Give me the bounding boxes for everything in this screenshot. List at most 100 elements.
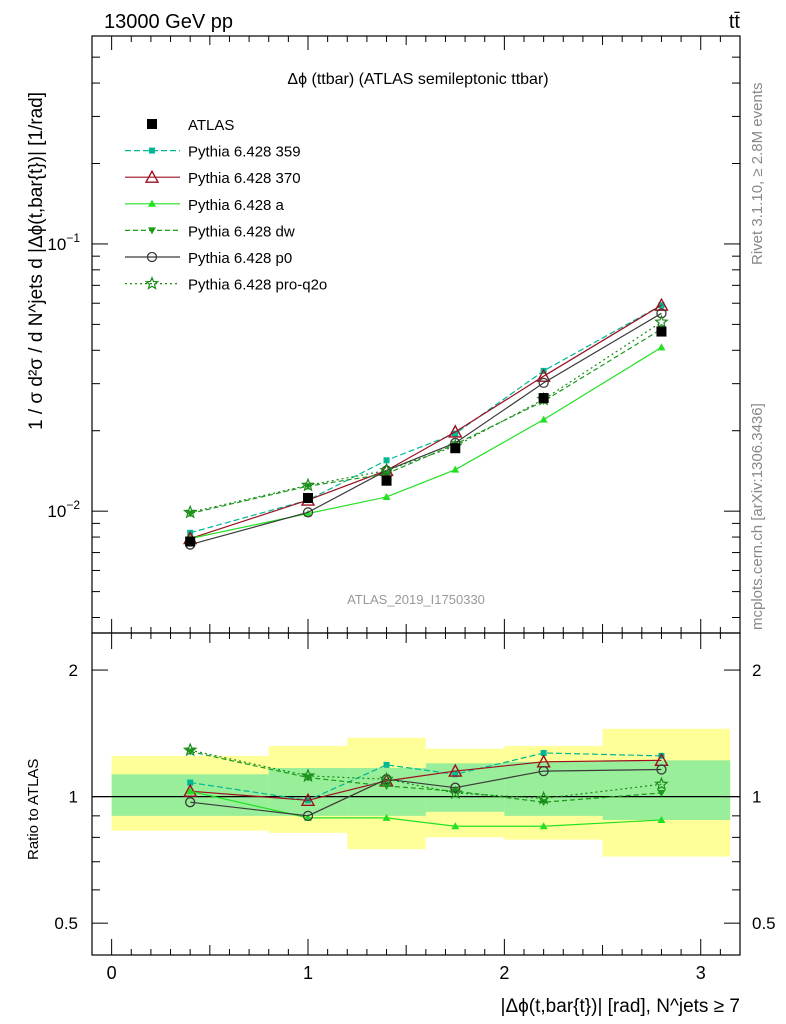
legend-item-pythia-6-428-359: Pythia 6.428 359 bbox=[125, 144, 301, 161]
ratio-point bbox=[300, 768, 316, 783]
series-pythia-6-428-370 bbox=[183, 297, 669, 545]
ratio-point bbox=[448, 785, 463, 800]
legend-label: ATLAS bbox=[188, 117, 234, 134]
legend-label: Pythia 6.428 359 bbox=[188, 144, 301, 161]
ratio-series-pythia-6-428-p0 bbox=[185, 764, 667, 821]
ratio-line bbox=[190, 768, 662, 817]
ratio-data-layer bbox=[182, 742, 669, 830]
ratio-point bbox=[657, 789, 666, 797]
ratio-y-tick-label-right: 2 bbox=[752, 661, 761, 680]
series-line-pythia-6-428-p0 bbox=[190, 312, 662, 546]
ratio-axes: 0.5 0.5 1 1 2 2 0 1 2 3 bbox=[54, 633, 776, 983]
ratio-point bbox=[186, 787, 195, 795]
legend-item-atlas: ATLAS bbox=[147, 117, 234, 134]
ratio-point bbox=[538, 765, 549, 777]
legend-label: Pythia 6.428 dw bbox=[188, 223, 295, 240]
ratio-point bbox=[654, 776, 669, 791]
ratio-y-tick-label-left: 0.5 bbox=[54, 914, 78, 933]
ratio-point bbox=[304, 813, 312, 821]
ratio-y-axis-label: Ratio to ATLAS bbox=[25, 759, 42, 860]
data-point bbox=[379, 462, 394, 477]
data-point bbox=[304, 509, 312, 517]
data-point bbox=[182, 504, 198, 519]
data-point bbox=[538, 377, 549, 389]
series-pythia-6-428-359 bbox=[187, 302, 665, 536]
main-y-tick-label: 10−1 bbox=[47, 231, 80, 254]
ratio-point bbox=[302, 810, 314, 821]
series-atlas bbox=[185, 326, 667, 547]
data-point bbox=[303, 493, 313, 504]
legend-item-pythia-6-428-370: Pythia 6.428 370 bbox=[125, 169, 301, 187]
series-line-pythia-6-428-359 bbox=[190, 304, 662, 534]
ratio-frame bbox=[91, 632, 741, 956]
data-point bbox=[536, 368, 551, 382]
ratio-point bbox=[539, 799, 548, 807]
legend-marker bbox=[148, 199, 156, 207]
data-point bbox=[654, 314, 669, 329]
mcplots-source-label: mcplots.cern.ch [arXiv:1306.3436] bbox=[749, 403, 766, 630]
legend-marker bbox=[146, 251, 158, 263]
ratio-point bbox=[300, 792, 316, 806]
series-pythia-6-428-p0 bbox=[185, 308, 667, 550]
x-tick-label: 3 bbox=[696, 963, 706, 983]
legend-marker bbox=[144, 169, 160, 183]
x-axis-label: |Δϕ(t,bar{t})| [rad], N^jets ≥ 7 bbox=[501, 996, 740, 1017]
ratio-point bbox=[448, 763, 463, 777]
legend-item-pythia-6-428-dw: Pythia 6.428 dw bbox=[125, 223, 295, 240]
ratio-line bbox=[190, 749, 662, 800]
ratio-point bbox=[656, 764, 667, 775]
legend-item-pythia-6-428-a: Pythia 6.428 a bbox=[125, 197, 285, 214]
x-tick-label: 1 bbox=[303, 963, 313, 983]
ratio-panel: 0.5 0.5 1 1 2 2 0 1 2 3 Ratio to ATLAS |Δϕ(t,bar{… bbox=[25, 632, 776, 1017]
data-point bbox=[656, 308, 667, 319]
main-y-tick-label: 10−2 bbox=[47, 498, 80, 521]
legend: ATLAS Pythia 6.428 359 Pythia 6.428 370 Pyt… bbox=[125, 117, 327, 294]
legend-label: Pythia 6.428 pro-q2o bbox=[188, 277, 327, 294]
ratio-y-tick-label-left: 2 bbox=[69, 661, 78, 680]
series-line-pythia-6-428-a bbox=[190, 346, 662, 540]
ratio-point bbox=[183, 783, 198, 797]
ratio-point bbox=[383, 761, 390, 768]
ratio-point bbox=[185, 797, 196, 808]
ratio-point bbox=[187, 779, 194, 786]
data-point bbox=[654, 297, 669, 311]
x-tick-label: 2 bbox=[499, 963, 509, 983]
ratio-point bbox=[540, 749, 547, 756]
ratio-point bbox=[182, 742, 198, 757]
main-y-axis-label: 1 / σ d²σ / d N^jets d |Δϕ(t,bar{t})| [1… bbox=[26, 92, 47, 430]
ratio-y-tick-label-right: 1 bbox=[752, 788, 761, 807]
ratio-y-tick-label-right: 0.5 bbox=[752, 914, 776, 933]
data-point bbox=[656, 326, 667, 337]
legend-marker bbox=[147, 119, 157, 129]
data-point bbox=[300, 477, 316, 492]
legend-item-pythia-6-428-p0: Pythia 6.428 p0 bbox=[125, 250, 292, 267]
ratio-y-tick-label-left: 1 bbox=[69, 788, 78, 807]
series-pythia-6-428-dw bbox=[186, 326, 666, 518]
rivet-version-label: Rivet 3.1.10, ≥ 2.8M events bbox=[749, 83, 766, 266]
legend-marker bbox=[144, 275, 160, 290]
data-point bbox=[185, 536, 196, 547]
legend-label: Pythia 6.428 a bbox=[188, 197, 285, 214]
series-line-pythia-6-428-pro-q2o bbox=[190, 321, 662, 513]
data-point bbox=[448, 424, 463, 438]
main-title: Δϕ (ttbar) (ATLAS semileptonic ttbar) bbox=[287, 71, 548, 88]
energy-label: 13000 GeV pp bbox=[104, 11, 233, 33]
x-tick-label: 0 bbox=[107, 963, 117, 983]
ratio-point bbox=[539, 822, 548, 830]
legend-marker bbox=[148, 227, 156, 235]
main-panel: 10−2 10−1 Δϕ (ttbar) (ATLAS semileptonic … bbox=[26, 35, 741, 634]
ratio-point bbox=[451, 822, 460, 830]
main-axes: 10−2 10−1 bbox=[47, 36, 740, 633]
process-label: tt̄ bbox=[729, 11, 741, 33]
ratio-point bbox=[450, 782, 461, 793]
ratio-line bbox=[190, 750, 662, 803]
data-point bbox=[450, 443, 461, 454]
legend-marker bbox=[149, 147, 155, 154]
ratio-point bbox=[452, 771, 459, 778]
ratio-point bbox=[382, 782, 391, 790]
ratio-line bbox=[190, 752, 662, 801]
ratio-series-pythia-6-428-pro-q2o bbox=[182, 742, 669, 805]
ratio-point bbox=[536, 790, 551, 805]
data-point bbox=[382, 492, 391, 500]
